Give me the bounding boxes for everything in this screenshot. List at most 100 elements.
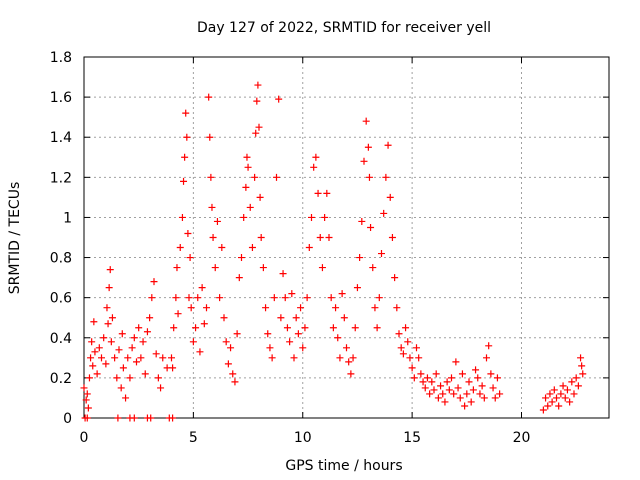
data-point <box>185 294 193 302</box>
data-point <box>548 398 556 406</box>
data-point <box>542 394 550 402</box>
data-point <box>113 374 121 382</box>
data-point <box>224 360 232 368</box>
data-point <box>561 394 569 402</box>
data-point <box>450 390 458 398</box>
data-point <box>209 234 217 241</box>
data-point <box>257 234 265 241</box>
data-point <box>143 328 151 336</box>
data-point <box>375 294 383 302</box>
data-point <box>213 217 221 225</box>
data-point <box>187 304 195 312</box>
data-point <box>256 193 264 201</box>
data-point <box>255 123 263 131</box>
data-point <box>207 173 215 181</box>
data-point <box>353 284 361 292</box>
data-point <box>169 414 177 422</box>
y-tick-label: 1.2 <box>50 170 72 186</box>
y-tick-label: 0.8 <box>50 251 72 267</box>
data-point <box>487 370 495 378</box>
data-point <box>150 278 158 286</box>
data-point <box>281 294 289 302</box>
data-point <box>563 386 571 394</box>
data-point <box>84 404 92 412</box>
data-point <box>314 189 322 197</box>
data-point <box>345 358 353 366</box>
data-point <box>102 360 110 368</box>
data-point <box>399 350 407 358</box>
data-point <box>218 244 226 252</box>
y-tick-label: 1.6 <box>50 90 72 106</box>
data-point <box>572 374 580 382</box>
y-axis-ticks: 0 0.2 0.4 0.6 0.8 1 1.2 1.4 1.6 1.8 <box>50 50 609 427</box>
data-point <box>240 213 248 221</box>
x-tick-label: 0 <box>80 430 89 446</box>
data-point <box>275 95 283 103</box>
data-point <box>489 384 497 392</box>
data-point <box>192 324 200 332</box>
data-point <box>286 338 294 346</box>
data-point <box>312 153 320 161</box>
data-point <box>402 324 410 332</box>
data-point <box>297 304 305 312</box>
data-point <box>472 366 480 374</box>
data-point <box>454 384 462 392</box>
data-point <box>371 304 379 312</box>
data-point <box>343 344 350 352</box>
data-point <box>321 213 329 221</box>
data-point <box>546 390 554 398</box>
data-point <box>235 274 243 282</box>
data-point <box>107 338 115 346</box>
data-point <box>183 133 191 141</box>
data-point <box>103 304 111 312</box>
data-point <box>577 354 585 362</box>
data-point <box>184 229 192 237</box>
data-point <box>340 314 348 322</box>
data-point <box>176 244 184 252</box>
x-tick-label: 20 <box>513 430 531 446</box>
data-point <box>104 320 112 328</box>
data-point <box>430 386 438 394</box>
data-point <box>254 81 262 89</box>
data-point <box>170 324 178 332</box>
data-point <box>146 314 154 322</box>
data-point <box>252 129 260 137</box>
data-point <box>445 386 453 394</box>
data-point <box>152 350 160 358</box>
data-point <box>299 344 307 352</box>
data-point <box>83 390 91 398</box>
data-point <box>550 386 558 394</box>
data-point <box>251 173 259 181</box>
data-point <box>242 183 250 191</box>
data-point <box>91 348 99 356</box>
data-point <box>147 414 155 422</box>
data-point <box>198 284 206 292</box>
data-point <box>305 244 313 252</box>
data-point <box>483 354 490 362</box>
data-point <box>365 173 373 181</box>
data-point <box>211 264 219 272</box>
data-point <box>279 270 287 278</box>
y-tick-label: 0 <box>63 411 72 427</box>
data-point <box>168 354 175 362</box>
data-point <box>80 384 88 392</box>
data-point <box>463 390 471 398</box>
data-point <box>148 294 156 302</box>
data-point <box>216 294 224 302</box>
plot-frame <box>83 56 610 419</box>
data-point <box>137 354 145 362</box>
y-tick-label: 0.4 <box>50 331 72 347</box>
data-point <box>220 314 228 322</box>
data-point <box>227 344 235 352</box>
data-point <box>362 117 370 125</box>
data-point <box>189 338 197 346</box>
data-point <box>139 338 147 346</box>
data-point <box>349 354 357 362</box>
data-point <box>290 354 298 362</box>
data-point <box>474 374 482 382</box>
data-point <box>159 354 167 362</box>
data-point <box>393 304 401 312</box>
chart-title: Day 127 of 2022, SRMTID for receiver yel… <box>197 20 491 36</box>
data-point <box>347 370 355 378</box>
